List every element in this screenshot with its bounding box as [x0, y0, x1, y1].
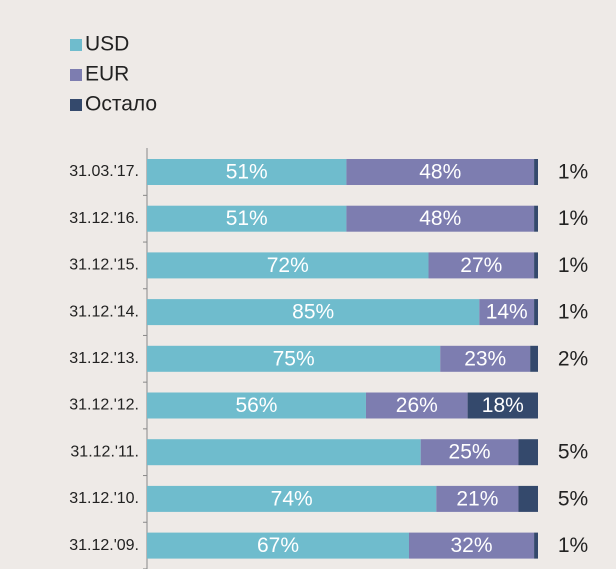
category-label: 31.12.'09.	[69, 537, 139, 554]
data-label: 21%	[456, 487, 498, 510]
bar-segment	[408, 532, 535, 559]
bar-segment	[534, 532, 538, 559]
bar-segment	[147, 299, 480, 326]
data-label: 2%	[558, 347, 588, 370]
data-label: 25%	[449, 441, 491, 464]
bar-segment	[534, 299, 538, 326]
category-label: 31.12.'15.	[69, 257, 139, 274]
data-label: 23%	[464, 347, 506, 370]
data-label: 51%	[226, 161, 268, 184]
legend-label: EUR	[85, 63, 129, 86]
bar-segment	[534, 159, 538, 185]
data-label: 67%	[257, 534, 299, 557]
data-label: 26%	[396, 394, 438, 417]
bar-segment	[518, 439, 538, 466]
bar-segment	[428, 252, 535, 279]
data-label: 48%	[419, 207, 461, 230]
legend-swatch	[70, 39, 82, 51]
bar-segment	[479, 299, 535, 326]
bar-segment	[518, 485, 538, 512]
bar-segment	[534, 252, 538, 279]
data-label: 74%	[271, 487, 313, 510]
bar-segment	[365, 392, 468, 419]
category-label: 31.12.'10.	[69, 490, 139, 507]
data-label: 1%	[558, 254, 588, 277]
category-label: 31.12.'12.	[69, 397, 139, 414]
category-label: 31.12.'11.	[70, 443, 139, 460]
bar-segment	[147, 252, 429, 279]
bar-segment	[534, 205, 538, 232]
bar-segment	[420, 439, 519, 466]
bar-segment	[147, 159, 347, 185]
legend-label: USD	[85, 33, 129, 56]
data-label: 18%	[482, 394, 524, 417]
data-label: 75%	[273, 347, 315, 370]
data-label: 72%	[267, 254, 309, 277]
category-label: 31.12.'14.	[69, 303, 139, 320]
bar-segment	[147, 392, 366, 419]
data-label: 1%	[558, 534, 588, 557]
data-label: 5%	[558, 487, 588, 510]
category-label: 31.03.'17.	[69, 163, 139, 180]
data-label: 14%	[486, 301, 528, 324]
data-label: 1%	[558, 207, 588, 230]
legend-label: Остало	[85, 93, 157, 116]
bar-segment	[147, 345, 441, 372]
legend-swatch	[70, 69, 82, 81]
bar-segment	[147, 485, 437, 512]
data-label: 27%	[460, 254, 502, 277]
bar-segment	[530, 345, 538, 372]
bar-segment	[346, 159, 535, 185]
category-label: 31.12.'16.	[69, 210, 139, 227]
data-label: 1%	[558, 301, 588, 324]
legend-swatch	[70, 99, 82, 111]
bar-segment	[147, 439, 421, 466]
data-label: 5%	[558, 441, 588, 464]
data-label: 56%	[235, 394, 277, 417]
bar-segment	[436, 485, 519, 512]
bar-segment	[346, 205, 535, 232]
data-label: 85%	[292, 301, 334, 324]
data-label: 1%	[558, 161, 588, 184]
bar-segment	[467, 392, 538, 419]
bar-segment	[147, 205, 347, 232]
data-label: 51%	[226, 207, 268, 230]
category-label: 31.12.'13.	[69, 350, 139, 367]
bar-segment	[147, 532, 409, 559]
data-label: 32%	[451, 534, 493, 557]
bar-segment	[440, 345, 531, 372]
data-label: 48%	[419, 161, 461, 184]
